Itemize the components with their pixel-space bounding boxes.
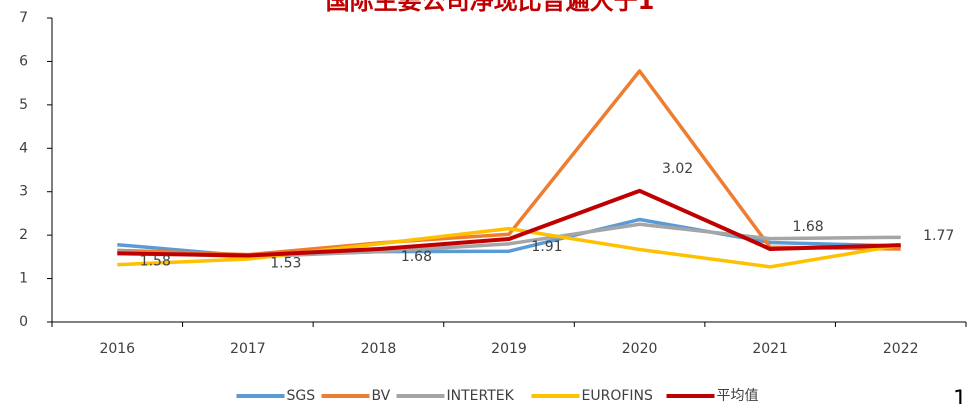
y-tick-label: 3 xyxy=(19,184,28,200)
legend-label: 平均值 xyxy=(717,388,759,404)
y-tick-label: 5 xyxy=(19,97,28,113)
data-label: 1.58 xyxy=(140,253,171,269)
y-tick-label: 6 xyxy=(19,53,28,69)
y-tick-label: 0 xyxy=(19,314,28,330)
x-tick-label: 2017 xyxy=(230,341,266,357)
data-label: 1.53 xyxy=(270,256,301,272)
y-tick-label: 4 xyxy=(19,140,28,156)
line-series xyxy=(117,188,901,258)
line-series xyxy=(117,226,902,269)
x-tick-label: 2021 xyxy=(752,341,788,357)
x-tick-label: 2018 xyxy=(361,341,397,357)
x-tick-label: 2016 xyxy=(99,341,135,357)
data-label: 1.77 xyxy=(923,228,954,244)
y-tick-label: 2 xyxy=(19,227,28,243)
x-tick-label: 2020 xyxy=(622,341,658,357)
chart-title: 国际主要公司净现比普遍大于1 xyxy=(326,0,655,15)
legend-label: INTERTEK xyxy=(447,388,515,404)
data-label: 1.91 xyxy=(531,239,562,255)
x-tick-label: 2019 xyxy=(491,341,527,357)
x-tick-label: 2022 xyxy=(883,341,919,357)
legend-label: SGS xyxy=(287,388,316,404)
y-tick-label: 1 xyxy=(19,271,28,287)
page-number: 1 xyxy=(953,387,967,404)
legend-label: EUROFINS xyxy=(582,388,653,404)
y-tick-label: 7 xyxy=(19,10,28,26)
data-label: 1.68 xyxy=(793,219,824,235)
legend-label: BV xyxy=(372,388,391,404)
data-label: 3.02 xyxy=(662,161,693,177)
data-label: 1.68 xyxy=(401,249,432,265)
